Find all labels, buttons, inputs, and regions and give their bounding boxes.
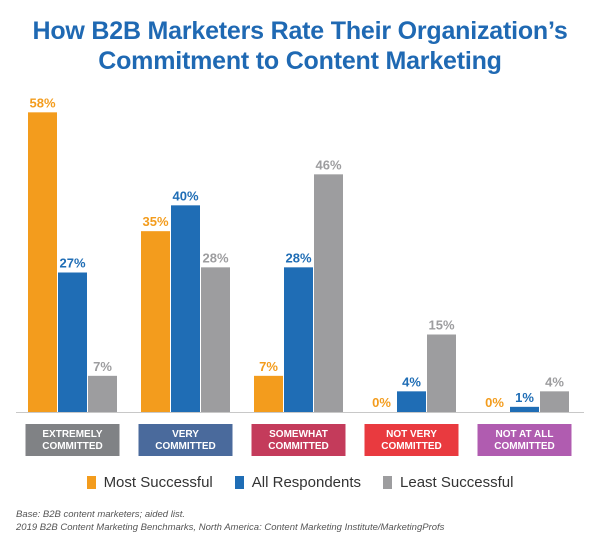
bar-all-respondents-not-very-committed	[397, 391, 426, 412]
data-label-most-successful-very-committed: 35%	[142, 214, 168, 229]
footnote-base: Base: B2B content marketers; aided list.	[16, 509, 185, 520]
data-label-most-successful-not-very-committed: 0%	[372, 395, 391, 410]
bar-most-successful-very-committed	[141, 231, 170, 412]
chart-title: How B2B Marketers Rate Their Organizatio…	[0, 16, 600, 76]
footnotes: Base: B2B content marketers; aided list.…	[16, 508, 596, 534]
category-label-line: COMMITTED	[494, 441, 555, 452]
category-label-line: COMMITTED	[268, 441, 329, 452]
bar-most-successful-somewhat-committed	[254, 375, 283, 412]
data-label-all-respondents-somewhat-committed: 28%	[285, 250, 311, 265]
category-label-box	[251, 424, 346, 456]
data-label-most-successful-somewhat-committed: 7%	[259, 359, 278, 374]
data-label-all-respondents-not-at-all-committed: 1%	[515, 390, 534, 405]
category-label-line: COMMITTED	[155, 441, 216, 452]
legend-swatch-most-successful	[86, 475, 96, 489]
data-label-all-respondents-extremely-committed: 27%	[59, 256, 85, 271]
legend-label-most-successful: Most Successful	[103, 473, 213, 491]
legend-label-least-successful: Least Successful	[400, 473, 514, 491]
data-label-least-successful-not-very-committed: 15%	[428, 318, 454, 333]
bar-all-respondents-very-committed	[171, 205, 200, 412]
legend-item-least-successful: Least Successful	[383, 474, 513, 491]
legend-label-all-respondents: All Respondents	[251, 473, 362, 491]
bar-least-successful-very-committed	[201, 267, 230, 412]
bar-least-successful-extremely-committed	[88, 375, 117, 412]
data-label-most-successful-not-at-all-committed: 0%	[485, 395, 504, 410]
legend-swatch-least-successful	[383, 475, 393, 489]
legend-item-all-respondents: All Respondents	[234, 473, 362, 491]
chart-title-line-2: Commitment to Content Marketing	[98, 47, 502, 75]
category-label-line: EXTREMELY	[42, 429, 103, 440]
category-label-box	[364, 424, 459, 456]
category-label-line: SOMEWHAT	[269, 429, 328, 440]
bar-all-respondents-extremely-committed	[58, 272, 87, 412]
category-label-box	[477, 424, 572, 456]
bar-most-successful-extremely-committed	[28, 112, 57, 412]
category-label-line: COMMITTED	[42, 441, 103, 452]
data-label-least-successful-not-at-all-committed: 4%	[545, 374, 564, 389]
bar-all-respondents-not-at-all-committed	[510, 406, 539, 412]
bar-least-successful-not-very-committed	[427, 334, 456, 412]
data-label-all-respondents-not-very-committed: 4%	[402, 374, 421, 389]
legend: Most Successful All Respondents Least Su…	[0, 470, 600, 494]
bar-least-successful-not-at-all-committed	[540, 391, 569, 412]
chart-title-line-1: How B2B Marketers Rate Their Organizatio…	[32, 17, 568, 45]
bar-all-respondents-somewhat-committed	[284, 267, 313, 412]
bar-least-successful-somewhat-committed	[314, 174, 343, 412]
category-label-line: VERY	[172, 429, 199, 440]
data-label-least-successful-somewhat-committed: 46%	[315, 157, 341, 172]
category-label-box	[25, 424, 120, 456]
category-label-line: NOT AT ALL	[496, 429, 554, 440]
legend-swatch-all-respondents	[234, 475, 244, 489]
legend-item-most-successful: Most Successful	[86, 473, 213, 491]
footnote-source: 2019 B2B Content Marketing Benchmarks, N…	[16, 522, 445, 533]
category-label-line: COMMITTED	[381, 441, 442, 452]
data-label-all-respondents-very-committed: 40%	[172, 188, 198, 203]
data-label-least-successful-very-committed: 28%	[202, 250, 228, 265]
category-label-box	[138, 424, 233, 456]
data-label-most-successful-extremely-committed: 58%	[29, 95, 55, 110]
data-label-least-successful-extremely-committed: 7%	[93, 359, 112, 374]
category-label-line: NOT VERY	[386, 429, 437, 440]
bar-chart: 58%27%7%EXTREMELYCOMMITTED35%40%28%VERYC…	[16, 95, 584, 456]
